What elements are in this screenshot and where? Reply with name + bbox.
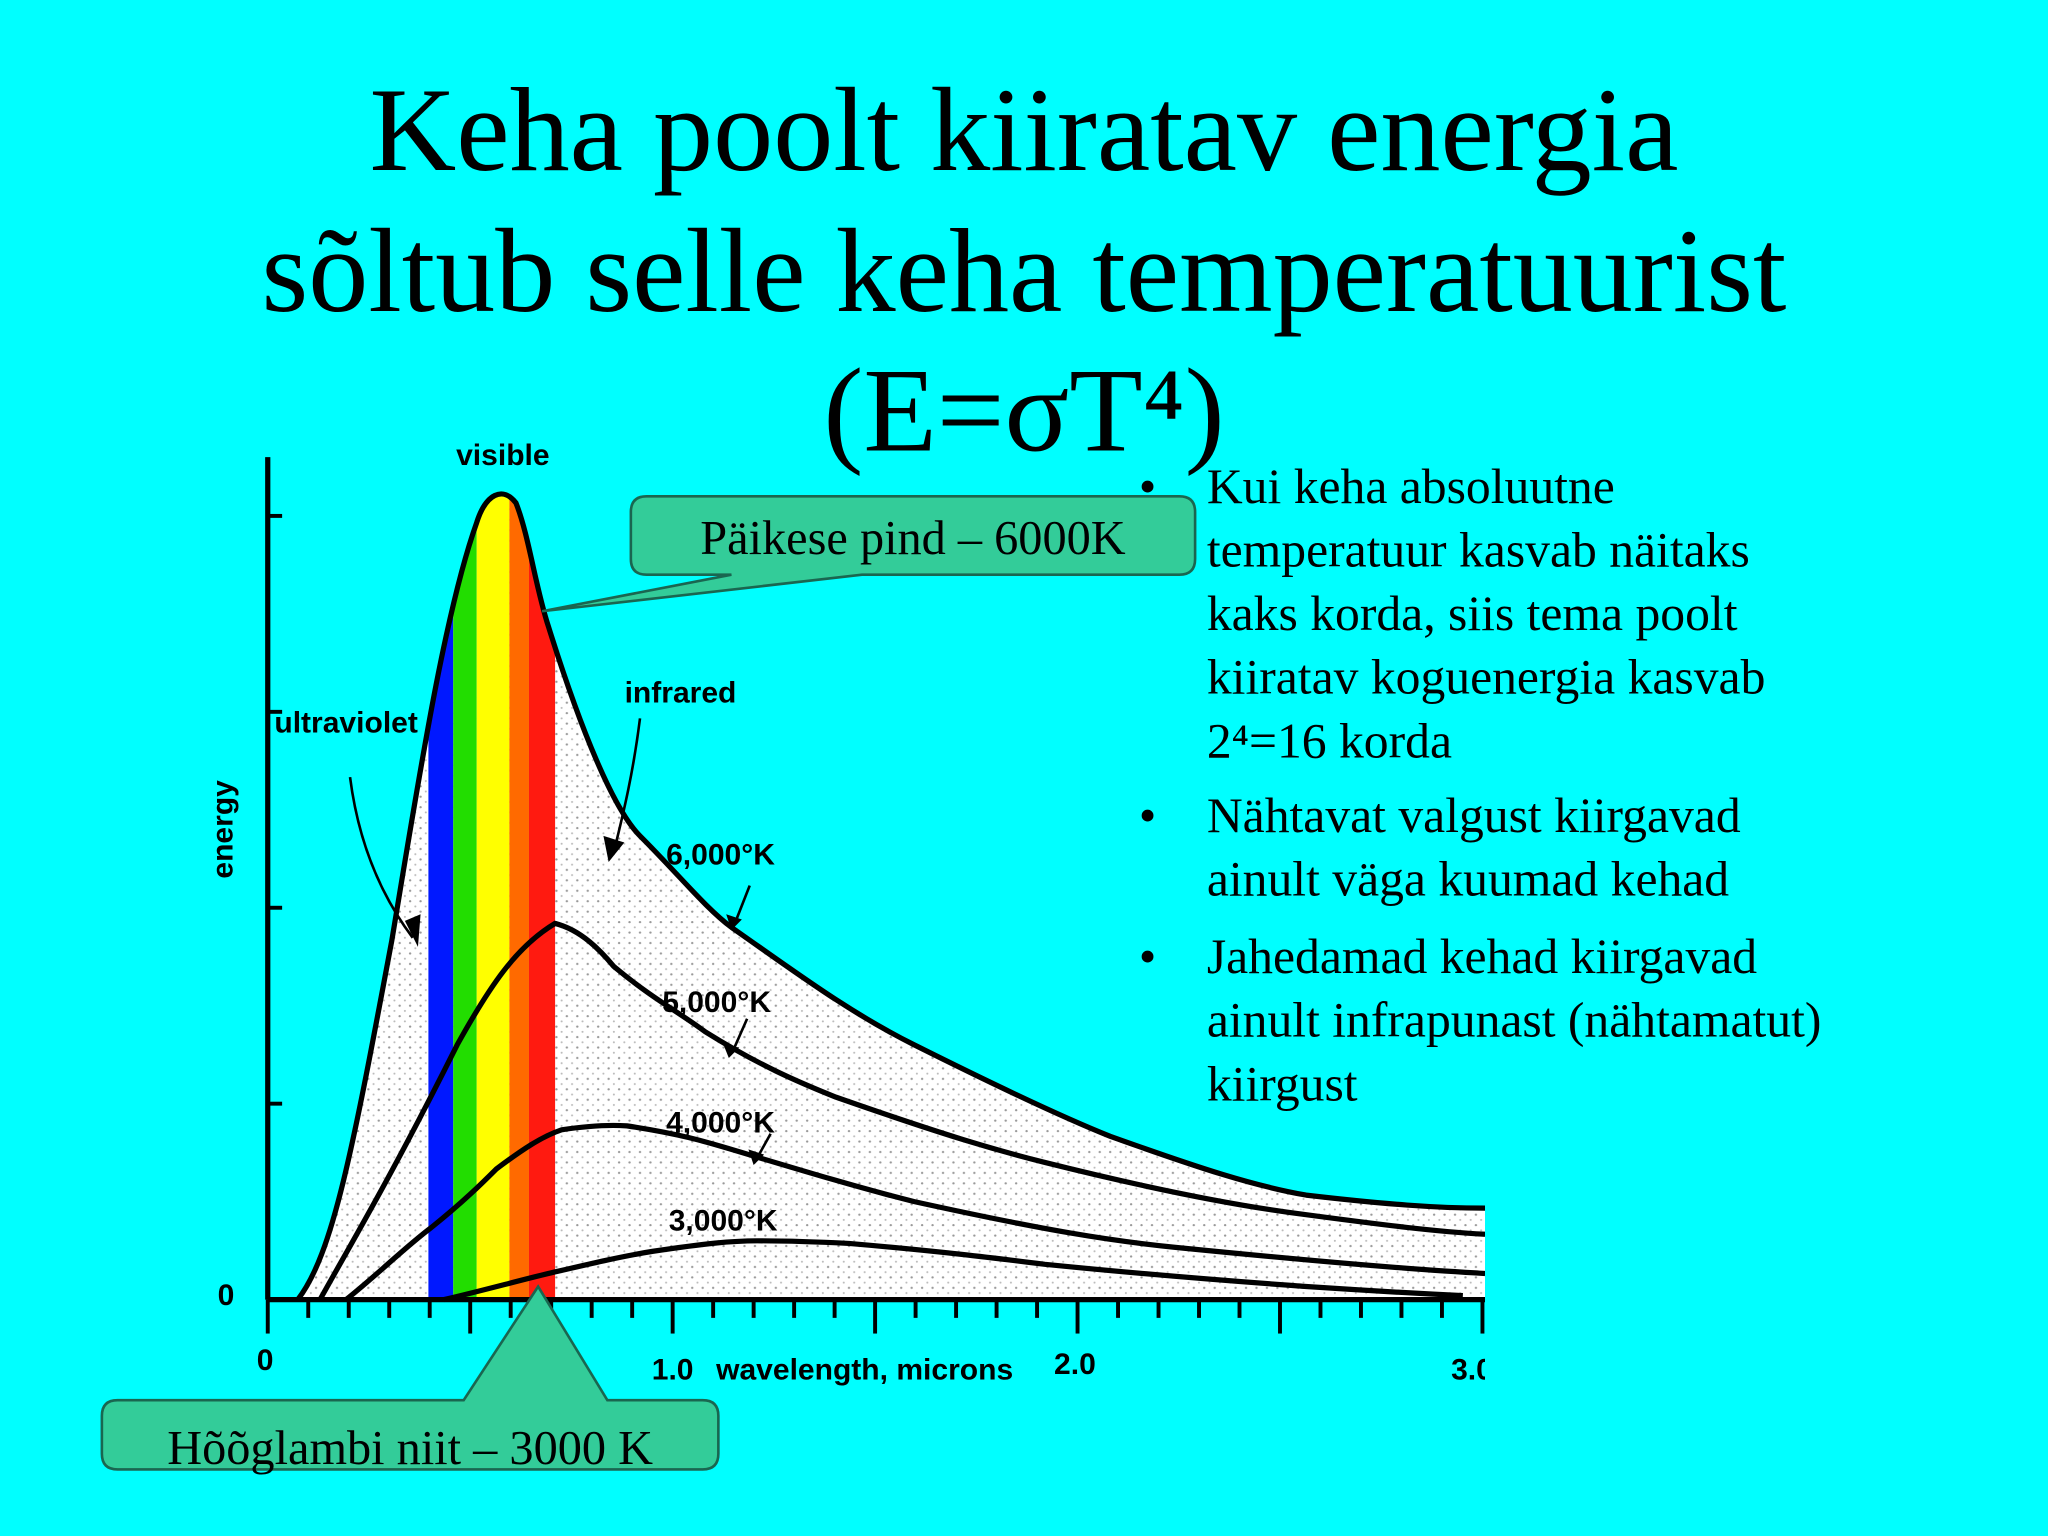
bullet-marker: • <box>1139 459 1156 514</box>
arrow-head <box>603 835 625 863</box>
x-axis-label: wavelength, microns <box>715 1353 1013 1386</box>
bullet-line: kiiratav koguenergia kasvab <box>1207 650 1766 705</box>
band-green <box>453 493 477 1300</box>
curve-area <box>297 493 1486 1300</box>
region-label: infrared <box>625 677 737 710</box>
title-line: sõltub selle keha temperatuurist <box>262 204 1787 337</box>
title: Keha poolt kiiratav energia sõltub selle… <box>262 63 1787 477</box>
arrow-head <box>723 1044 740 1058</box>
band-orange <box>509 493 529 1300</box>
curve-label: 5,000°K <box>662 986 771 1019</box>
region-label: visible <box>456 439 549 472</box>
bullet-line: Jahedamad kehad kiirgavad <box>1207 929 1757 984</box>
y-axis-label: energy <box>206 780 239 879</box>
region-label: ultraviolet <box>274 707 418 740</box>
bullet-line: temperatuur kasvab näitaks <box>1207 522 1750 577</box>
bullet-line: kiirgust <box>1207 1056 1358 1111</box>
bullet-line: ainult väga kuumad kehad <box>1207 852 1729 907</box>
curve-label: 4,000°K <box>666 1106 775 1139</box>
arrow <box>731 1018 749 1052</box>
curve-label: 3,000°K <box>669 1204 778 1237</box>
bullet-marker: • <box>1139 788 1156 843</box>
arrows <box>348 718 772 1158</box>
curve-4000 <box>344 1122 1486 1302</box>
curve-5000 <box>317 920 1486 1301</box>
bullet-line: 2⁴=16 korda <box>1207 713 1452 768</box>
y-tick-label: 0 <box>218 1279 235 1312</box>
bullet-line: Nähtavat valgust kiirgavad <box>1207 788 1741 843</box>
y-axis-ticks <box>267 513 283 1106</box>
title-line: (E=σT⁴) <box>823 344 1224 477</box>
callout-lamp: Hõõglambi niit – 3000 K <box>100 1284 720 1475</box>
arrow-head <box>404 914 421 947</box>
callout-text: Päikese pind – 6000K <box>700 512 1125 565</box>
title-line: Keha poolt kiiratav energia <box>369 63 1678 196</box>
bullet-marker: • <box>1139 929 1156 984</box>
x-axis-ticks <box>265 1299 1485 1334</box>
bullet-line: kaks korda, siis tema poolt <box>1207 586 1738 641</box>
arrow-head <box>726 914 742 930</box>
x-tick-label: 0 <box>257 1344 274 1377</box>
callout-box <box>100 1284 720 1471</box>
x-tick-label: 3.0 <box>1451 1353 1493 1386</box>
bullet-line: Kui keha absoluutne <box>1207 459 1615 514</box>
band-yellow <box>476 493 510 1300</box>
arrow <box>348 776 414 939</box>
arrow <box>612 718 642 852</box>
curve-label: 6,000°K <box>666 839 775 872</box>
x-tick-label: 2.0 <box>1054 1348 1096 1381</box>
x-tick-label: 1.0 <box>652 1353 694 1386</box>
callout-text: Hõõglambi niit – 3000 K <box>167 1422 653 1475</box>
bullet-line: ainult infrapunast (nähtamatut) <box>1207 993 1822 1048</box>
arrow-head <box>748 1149 765 1166</box>
bullet-list: • Kui keha absoluutne temperatuur kasvab n… <box>1139 459 1822 1111</box>
curve-6000 <box>295 491 1486 1302</box>
callout-box <box>541 495 1197 613</box>
callout-sun: Päikese pind – 6000K <box>541 495 1197 613</box>
arrow-heads <box>404 835 765 1166</box>
arrow <box>734 885 751 923</box>
curve-3000 <box>443 1238 1463 1303</box>
